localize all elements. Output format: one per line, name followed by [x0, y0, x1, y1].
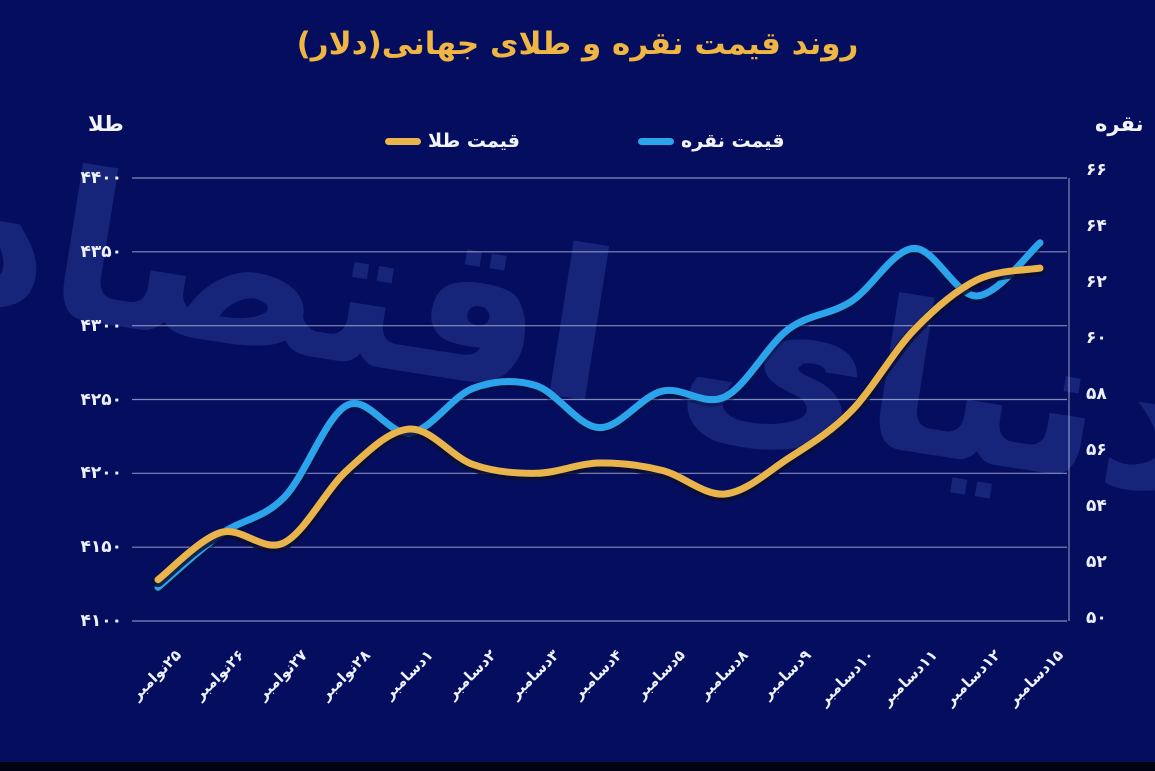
right-axis-tick-label: ۶۴	[1086, 216, 1107, 236]
legend-label-gold: قیمت طلا	[428, 130, 520, 152]
left-axis-tick-label: ۴۲۰۰	[80, 463, 122, 484]
right-axis-tick-label: ۵۴	[1086, 496, 1107, 516]
right-axis-tick-label: ۶۶	[1086, 160, 1107, 180]
left-axis-tick-label: ۴۳۵۰	[80, 241, 122, 262]
right-axis-tick-label: ۶۲	[1086, 272, 1107, 292]
legend-entry-silver: قیمت نقره	[638, 130, 785, 152]
right-axis-tick-label: ۵۸	[1086, 384, 1107, 404]
right-axis-tick-label: ۵۲	[1086, 552, 1107, 572]
right-axis-tick-label: ۵۰	[1086, 608, 1107, 628]
left-axis-tick-label: ۴۱۰۰	[80, 611, 122, 631]
legend-label-silver: قیمت نقره	[681, 130, 785, 152]
right-axis-tick-label: ۵۶	[1086, 440, 1107, 460]
legend-entry-gold: قیمت طلا	[385, 130, 520, 152]
gold-line-swatch	[385, 137, 421, 145]
left-axis-tick-label: ۴۱۵۰	[80, 537, 122, 558]
silver-line-swatch	[638, 137, 674, 145]
bottom-border	[0, 762, 1155, 771]
silver-line	[154, 239, 1044, 591]
right-axis-tick-label: ۶۰	[1086, 328, 1107, 348]
left-axis-title: طلا	[88, 112, 124, 136]
left-axis-tick-label: ۴۲۵۰	[80, 389, 122, 410]
right-axis-title: نقره	[1095, 112, 1144, 136]
chart-title: روند قیمت نقره و طلای جهانی(دلار)	[296, 26, 859, 62]
left-axis-tick-label: ۴۴۰۰	[80, 168, 122, 188]
legend: قیمت طلا قیمت نقره	[385, 130, 785, 152]
gold-line	[154, 264, 1044, 584]
left-axis-tick-label: ۴۳۰۰	[80, 315, 122, 336]
